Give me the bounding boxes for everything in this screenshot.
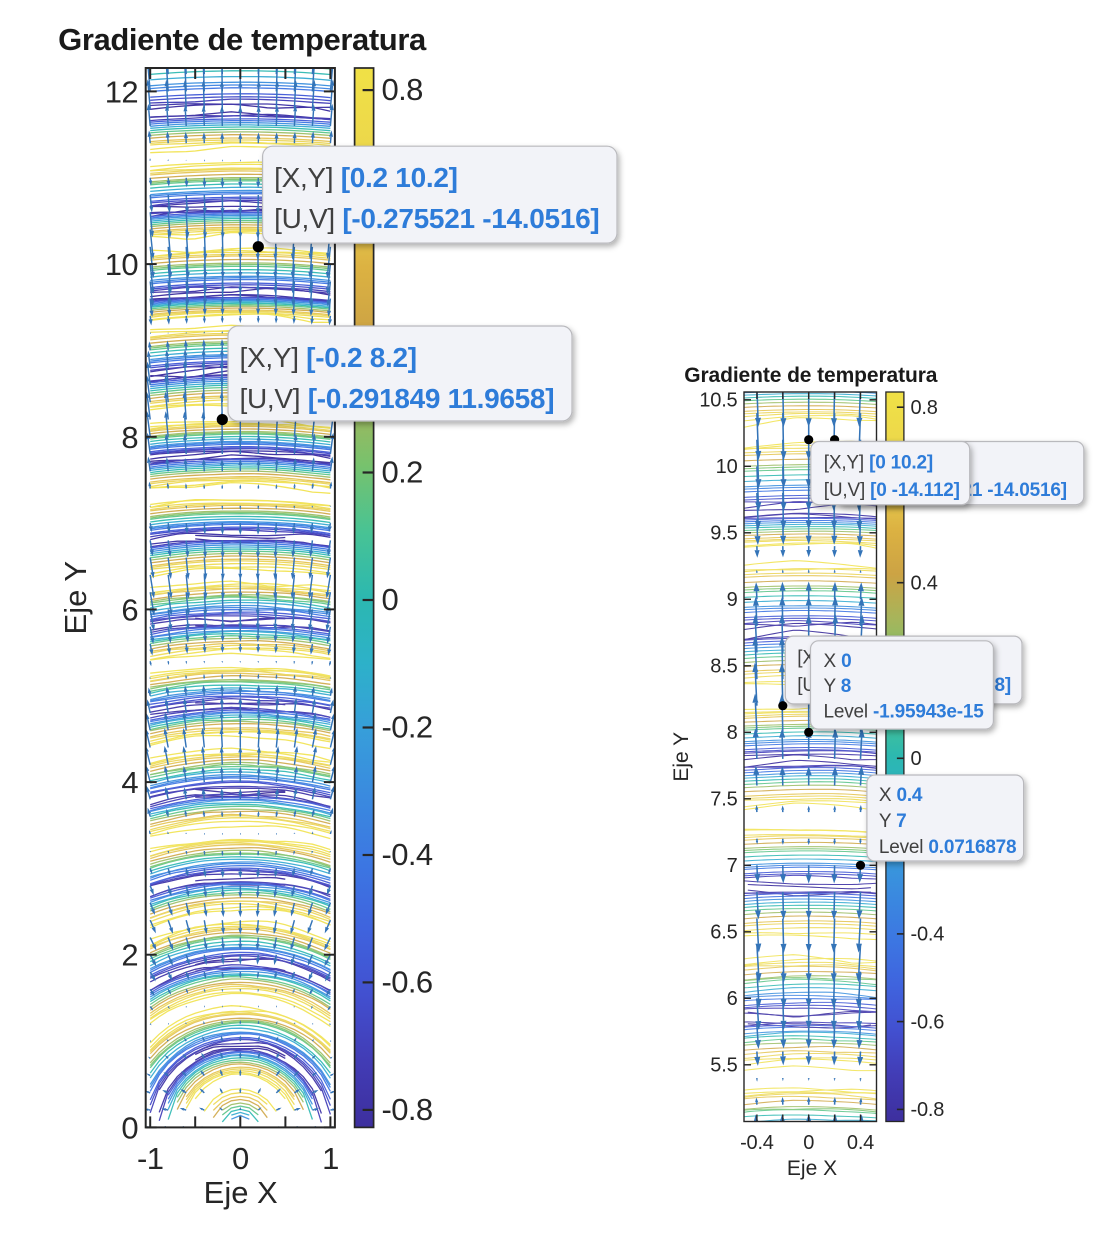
svg-text:8: 8 xyxy=(121,420,138,455)
svg-text:5.5: 5.5 xyxy=(710,1055,737,1077)
svg-text:0: 0 xyxy=(121,1110,138,1145)
svg-text:[U,V] [-0.291849 11.9658]: [U,V] [-0.291849 11.9658] xyxy=(240,383,555,414)
svg-text:10.5: 10.5 xyxy=(699,390,737,412)
svg-text:X 0: X 0 xyxy=(824,651,852,672)
svg-text:-0.6: -0.6 xyxy=(382,964,433,999)
svg-text:0.4: 0.4 xyxy=(911,572,938,594)
svg-text:[X,Y] [0.2 10.2]: [X,Y] [0.2 10.2] xyxy=(274,162,458,193)
svg-text:[U,V] [0 -14.112]: [U,V] [0 -14.112] xyxy=(824,480,960,501)
svg-text:0.2: 0.2 xyxy=(382,455,423,490)
svg-text:7.5: 7.5 xyxy=(710,789,737,811)
svg-text:10: 10 xyxy=(716,456,738,478)
svg-text:Gradiente de temperatura: Gradiente de temperatura xyxy=(58,22,427,57)
svg-text:8.5: 8.5 xyxy=(710,656,737,678)
svg-text:1: 1 xyxy=(322,1141,339,1176)
svg-text:Gradiente de temperatura: Gradiente de temperatura xyxy=(684,364,938,387)
svg-text:Level -1.95943e-15: Level -1.95943e-15 xyxy=(824,702,985,723)
svg-text:X 0.4: X 0.4 xyxy=(879,785,923,806)
svg-text:0.8: 0.8 xyxy=(382,72,423,107)
svg-text:[X,Y] [-0.2 8.2]: [X,Y] [-0.2 8.2] xyxy=(240,342,417,373)
svg-text:6: 6 xyxy=(727,988,738,1010)
svg-text:0.4: 0.4 xyxy=(847,1132,874,1154)
svg-text:8: 8 xyxy=(727,722,738,744)
svg-text:0.8: 0.8 xyxy=(911,397,938,419)
svg-text:-0.4: -0.4 xyxy=(382,837,433,872)
svg-text:[U,V] [-0.275521 -14.0516]: [U,V] [-0.275521 -14.0516] xyxy=(274,203,599,234)
svg-text:Eje Y: Eje Y xyxy=(670,732,693,782)
svg-text:-0.8: -0.8 xyxy=(382,1092,433,1127)
svg-text:0: 0 xyxy=(803,1132,814,1154)
svg-text:9.5: 9.5 xyxy=(710,523,737,545)
svg-text:6: 6 xyxy=(121,592,138,627)
svg-text:6.5: 6.5 xyxy=(710,922,737,944)
svg-text:4: 4 xyxy=(121,765,138,800)
svg-text:-0.8: -0.8 xyxy=(911,1099,945,1121)
svg-text:Level 0.0716878: Level 0.0716878 xyxy=(879,837,1017,858)
svg-text:0: 0 xyxy=(232,1141,249,1176)
svg-text:7: 7 xyxy=(727,855,738,877)
svg-text:Eje X: Eje X xyxy=(787,1157,837,1180)
svg-text:12: 12 xyxy=(105,74,138,109)
svg-text:Eje Y: Eje Y xyxy=(58,561,93,635)
svg-text:9: 9 xyxy=(727,589,738,611)
svg-text:-1: -1 xyxy=(137,1141,163,1176)
svg-text:-0.4: -0.4 xyxy=(911,924,945,946)
svg-text:Eje X: Eje X xyxy=(204,1175,278,1210)
svg-text:-0.6: -0.6 xyxy=(911,1011,945,1033)
svg-text:10: 10 xyxy=(105,247,139,282)
svg-text:0: 0 xyxy=(911,748,922,770)
svg-text:-0.2: -0.2 xyxy=(382,710,433,745)
svg-text:Y 8: Y 8 xyxy=(824,676,852,697)
svg-text:-0.4: -0.4 xyxy=(740,1132,774,1154)
svg-text:Y 7: Y 7 xyxy=(879,811,907,832)
svg-text:0: 0 xyxy=(382,582,399,617)
svg-text:[X,Y] [0 10.2]: [X,Y] [0 10.2] xyxy=(824,453,933,474)
svg-text:2: 2 xyxy=(121,938,138,973)
